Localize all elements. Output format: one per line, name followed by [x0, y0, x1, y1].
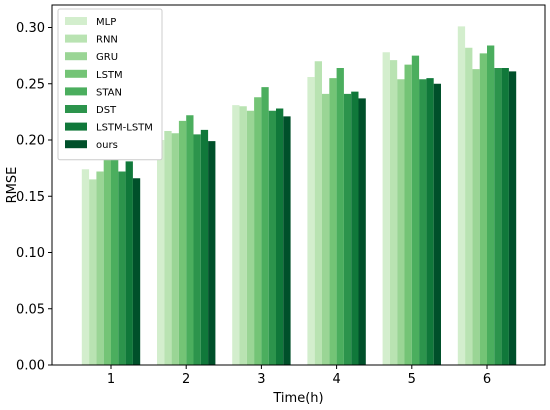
- y-tick-label: 0.15: [16, 190, 45, 205]
- y-tick-label: 0.20: [16, 134, 45, 149]
- bar-lstm-6: [479, 53, 487, 366]
- legend-label: MLP: [96, 17, 116, 28]
- bar-dst-1: [118, 171, 126, 365]
- bar-ours-5: [433, 83, 441, 365]
- legend-swatch: [65, 140, 87, 149]
- bar-ours-1: [132, 178, 141, 365]
- bar-stan-1: [111, 153, 119, 365]
- legend-box: [57, 8, 163, 161]
- bar-lstm-lstm-1: [125, 161, 133, 365]
- ticks-layer: 0.00 0.05 0.10 0.15 0.20 0.25 0.30 1 2 3 4 5 6: [16, 21, 491, 387]
- bar-gru-3: [246, 110, 255, 365]
- bar-mlp-1: [81, 169, 90, 365]
- legend: MLP RNN GRU LSTM STAN DST LSTM-LSTM ours: [57, 8, 163, 161]
- y-tick-label: 0.00: [16, 359, 45, 374]
- bar-rnn-3: [239, 106, 247, 365]
- bar-rnn-2: [164, 131, 172, 365]
- bar-mlp-2: [157, 140, 165, 365]
- legend-swatch: [65, 105, 87, 113]
- bar-rnn-1: [89, 179, 97, 366]
- bar-stan-3: [261, 87, 269, 366]
- bar-lstm-lstm-6: [501, 68, 509, 365]
- legend-swatch: [65, 34, 87, 43]
- bar-ours-2: [208, 141, 216, 365]
- bar-lstm-3: [254, 97, 262, 365]
- bar-dst-2: [193, 134, 201, 366]
- legend-label: DST: [96, 105, 117, 116]
- bar-rnn-5: [389, 60, 398, 366]
- y-tick-label: 0.30: [16, 21, 45, 36]
- bar-gru-1: [96, 171, 104, 365]
- axes-layer: [51, 4, 546, 366]
- legend-label: STAN: [96, 87, 122, 98]
- x-tick-label: 6: [483, 372, 491, 387]
- x-tick-label: 4: [332, 372, 340, 387]
- x-tick-label: 1: [107, 372, 115, 387]
- bar-dst-6: [494, 68, 502, 365]
- legend-swatch: [65, 17, 87, 25]
- bar-lstm-lstm-5: [426, 78, 434, 366]
- x-tick-label: 3: [257, 372, 265, 387]
- bar-lstm-2: [178, 120, 187, 366]
- bar-lstm-lstm-2: [200, 129, 209, 365]
- legend-swatch: [65, 87, 87, 96]
- bars-layer: [81, 26, 517, 366]
- bar-lstm-lstm-4: [351, 91, 359, 365]
- bar-mlp-3: [232, 105, 240, 366]
- bar-lstm-4: [329, 78, 337, 366]
- legend-swatch: [65, 69, 87, 78]
- bar-mlp-4: [307, 77, 315, 365]
- y-tick-label: 0.10: [16, 246, 45, 261]
- x-axis-label: Time(h): [272, 391, 323, 406]
- bar-mlp-6: [457, 26, 466, 366]
- legend-label: ours: [96, 140, 118, 151]
- bar-dst-5: [419, 79, 427, 365]
- x-tick-label: 5: [408, 372, 416, 387]
- bar-stan-6: [487, 45, 495, 365]
- bar-stan-2: [186, 115, 194, 365]
- legend-label: LSTM: [96, 70, 123, 81]
- bar-gru-4: [322, 93, 330, 366]
- bar-rnn-6: [465, 47, 473, 365]
- legend-label: RNN: [96, 35, 118, 46]
- bar-lstm-5: [404, 64, 412, 366]
- bar-lstm-1: [103, 158, 111, 365]
- bar-ours-6: [508, 71, 517, 366]
- bar-dst-4: [343, 93, 352, 366]
- x-tick-label: 2: [182, 372, 190, 387]
- bar-stan-5: [411, 55, 420, 366]
- bar-gru-6: [472, 69, 480, 366]
- legend-label: GRU: [96, 52, 118, 63]
- bar-ours-3: [283, 116, 291, 366]
- legend-label: LSTM-LSTM: [96, 123, 153, 134]
- bar-gru-2: [171, 133, 179, 365]
- y-tick-label: 0.05: [16, 302, 45, 317]
- bar-stan-4: [336, 68, 344, 365]
- bar-rnn-4: [314, 61, 322, 365]
- y-tick-label: 0.25: [16, 77, 45, 92]
- bar-dst-3: [268, 110, 276, 365]
- bar-mlp-5: [382, 52, 390, 365]
- y-axis-label: RMSE: [5, 167, 20, 204]
- legend-swatch: [65, 52, 87, 61]
- bar-lstm-lstm-3: [276, 108, 284, 365]
- bar-gru-5: [397, 79, 405, 365]
- plot-frame: [51, 4, 546, 366]
- legend-swatch: [65, 122, 87, 131]
- bar-ours-4: [358, 98, 366, 366]
